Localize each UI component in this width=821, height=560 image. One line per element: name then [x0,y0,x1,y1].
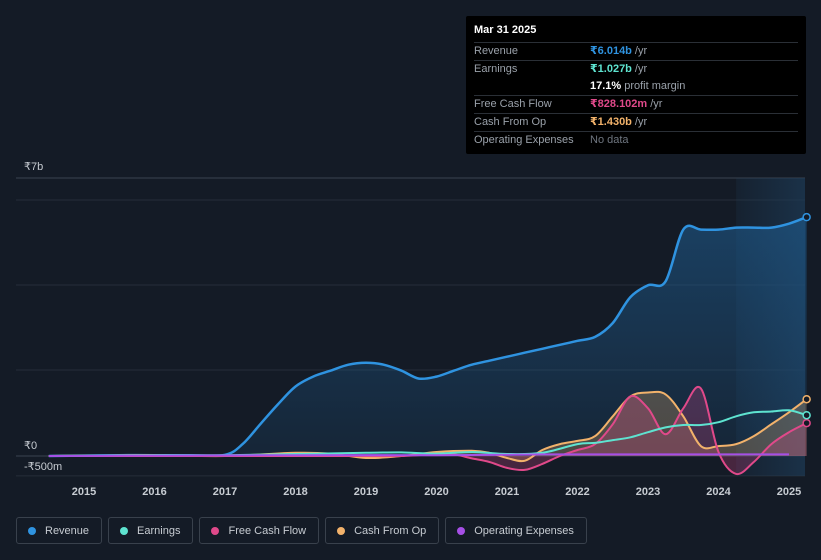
legend-label: Free Cash Flow [228,524,307,537]
end-markers [802,212,811,428]
tooltip-unit: profit margin [624,80,686,92]
tooltip-row: 17.1% profit margin [474,78,798,95]
earnings-line [48,409,807,457]
x-axis: 2015 2016 2017 2018 2019 2020 2021 2022 2023 2024… [72,486,801,498]
operating-expenses-line [48,453,790,457]
free-cash-flow-area [48,386,807,475]
x-tick-label: 2023 [636,486,660,498]
tooltip-label: Free Cash Flow [474,98,552,110]
x-tick-label: 2020 [424,486,448,498]
legend-dot-icon [337,526,346,535]
cash-from-op-area [48,391,807,462]
legend-item-earnings[interactable]: Earnings [108,517,194,544]
x-tick-label: 2015 [72,486,96,498]
x-tick-label: 2018 [283,486,307,498]
earnings-end-point [802,410,811,420]
x-tick-label: 2016 [142,486,166,498]
legend-dot-icon [120,526,129,535]
series-lines [48,216,808,476]
tooltip-rows: Revenue ₹6.014b/yr Earnings ₹1.027b/yr 17.1%… [474,42,798,149]
tooltip-value: ₹1.027b [590,63,632,75]
y-tick-label: ₹0 [24,440,37,452]
tooltip-unit: /yr [634,116,648,128]
tooltip-row: Operating Expenses No data [474,131,798,149]
legend-dot-icon [28,526,36,535]
tooltip-row: Revenue ₹6.014b/yr [474,42,798,60]
tooltip-label: Cash From Op [474,116,547,128]
revenue-line [48,216,808,458]
tooltip-value: ₹828.102m [590,98,648,110]
y-axis: ₹7b ₹0 -₹500m [24,161,62,473]
y-tick-label: ₹7b [24,161,43,173]
x-tick-label: 2024 [706,486,731,498]
cash-from-op-end-point [802,394,811,404]
free-cash-flow-end-point [802,418,811,428]
legend: Revenue Earnings Free Cash Flow Cash From O… [16,517,587,544]
revenue-area [48,217,807,456]
tooltip-row: Free Cash Flow ₹828.102m/yr [474,95,798,113]
x-tick-label: 2025 [777,486,801,498]
tooltip: Mar 31 2025 Revenue ₹6.014b/yr Earnings ₹1.… [466,16,806,154]
y-tick-label: -₹500m [24,461,62,473]
tooltip-label [474,78,590,95]
tooltip-row: Earnings ₹1.027b/yr [474,60,798,78]
legend-item-revenue[interactable]: Revenue [16,517,103,544]
tooltip-value: 17.1% [590,80,622,92]
legend-item-operating-expenses[interactable]: Operating Expenses [445,517,587,544]
revenue-end-point [802,212,811,222]
legend-item-free-cash-flow[interactable]: Free Cash Flow [199,517,320,544]
tooltip-unit: /yr [634,45,648,57]
tooltip-value: ₹6.014b [590,45,632,57]
x-tick-label: 2017 [213,486,237,498]
tooltip-label: Earnings [474,63,518,75]
legend-label: Revenue [45,524,90,537]
legend-dot-icon [211,526,220,535]
tooltip-label: Revenue [474,45,519,57]
x-tick-label: 2022 [565,486,589,498]
tooltip-value: ₹1.430b [590,116,632,128]
cash-from-op-line [48,390,808,463]
x-tick-label: 2019 [354,486,378,498]
legend-label: Earnings [137,524,181,537]
tooltip-date: Mar 31 2025 [474,24,537,36]
tooltip-value: No data [590,134,629,146]
legend-dot-icon [457,526,466,535]
series-fills [48,217,807,475]
legend-item-cash-from-op[interactable]: Cash From Op [325,517,440,544]
tooltip-unit: /yr [650,98,663,110]
tooltip-label: Operating Expenses [474,134,574,146]
legend-label: Cash From Op [354,524,427,537]
tooltip-unit: /yr [634,63,648,75]
legend-label: Operating Expenses [474,524,574,537]
x-tick-label: 2021 [495,486,519,498]
tooltip-row: Cash From Op ₹1.430b/yr [474,113,798,131]
